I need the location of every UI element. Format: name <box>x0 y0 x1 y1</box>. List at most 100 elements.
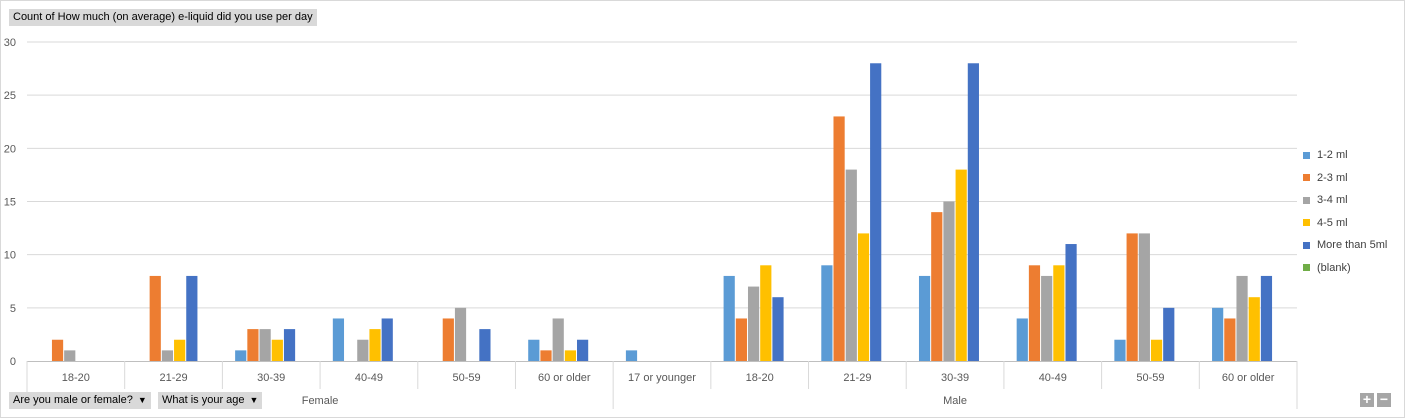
x-tick-label: 60 or older <box>538 372 591 384</box>
bar <box>528 339 540 361</box>
legend-label: 1-2 ml <box>1317 149 1348 162</box>
bar <box>772 297 784 361</box>
bar <box>760 265 772 361</box>
bar <box>247 329 259 361</box>
values-field-button[interactable]: Count of How much (on average) e-liquid … <box>9 9 317 26</box>
x-tick-label: 30-39 <box>941 372 969 384</box>
collapse-field-button[interactable]: − <box>1377 392 1391 407</box>
bar <box>723 275 735 361</box>
bar <box>369 329 381 361</box>
y-tick-label: 25 <box>4 90 16 102</box>
bar <box>552 318 564 361</box>
bar <box>625 350 638 361</box>
x-tick-label: 18-20 <box>746 372 774 384</box>
legend-label: 3-4 ml <box>1317 194 1348 207</box>
bar <box>271 339 283 361</box>
bar <box>454 307 467 361</box>
bar <box>1041 275 1053 361</box>
bar <box>442 318 454 361</box>
legend-swatch <box>1303 264 1310 272</box>
bar <box>479 329 491 361</box>
bar <box>1053 265 1065 361</box>
x-tick-label: 17 or younger <box>628 372 696 384</box>
bar <box>564 350 577 361</box>
bar <box>821 265 833 361</box>
x-tick-label: 21-29 <box>159 372 187 384</box>
legend-item: 2-3 ml <box>1303 167 1387 190</box>
legend-label: 4-5 ml <box>1317 216 1348 229</box>
bar <box>833 116 845 361</box>
y-tick-label: 30 <box>4 37 16 49</box>
bar <box>1236 275 1248 361</box>
legend-item: 1-2 ml <box>1303 144 1387 167</box>
bar <box>918 275 931 361</box>
bar <box>149 275 161 361</box>
bar <box>186 275 198 361</box>
x-tick-label: 18-20 <box>62 372 90 384</box>
group-label: Female <box>302 395 339 407</box>
age-filter-label: What is your age <box>162 394 245 406</box>
bar <box>943 201 955 361</box>
bar <box>1028 265 1041 361</box>
bar <box>1212 307 1224 361</box>
legend: 1-2 ml 2-3 ml 3-4 ml 4-5 ml More than 5ml (bl… <box>1303 144 1387 279</box>
legend-item: More than 5ml <box>1303 234 1387 257</box>
bar <box>845 169 857 361</box>
bar <box>381 318 393 361</box>
x-tick-label: 50-59 <box>453 372 481 384</box>
bar <box>1138 233 1150 361</box>
gender-filter-button[interactable]: Are you male or female? ▼ <box>9 392 151 409</box>
bar <box>332 318 345 361</box>
group-label: Male <box>943 395 967 407</box>
legend-swatch <box>1303 241 1310 249</box>
bar <box>259 329 271 361</box>
x-tick-label: 60 or older <box>1222 372 1275 384</box>
x-tick-label: 40-49 <box>1039 372 1067 384</box>
bar <box>540 350 552 361</box>
bar <box>1126 233 1138 361</box>
y-tick-label: 0 <box>10 356 16 368</box>
bar <box>735 318 747 361</box>
bar <box>857 233 870 361</box>
bar <box>161 350 174 361</box>
bar <box>1163 307 1175 361</box>
bar <box>955 169 967 361</box>
bar <box>1114 339 1126 361</box>
bar <box>747 286 760 361</box>
legend-label: More than 5ml <box>1317 239 1388 252</box>
x-tick-label: 21-29 <box>843 372 871 384</box>
legend-item: (blank) <box>1303 257 1387 280</box>
legend-item: 3-4 ml <box>1303 189 1387 212</box>
bar <box>64 350 76 361</box>
bar <box>1260 275 1273 361</box>
y-tick-label: 15 <box>4 197 16 209</box>
bar <box>1016 318 1028 361</box>
x-tick-label: 50-59 <box>1136 372 1164 384</box>
expand-field-button[interactable]: + <box>1360 392 1374 407</box>
age-filter-button[interactable]: What is your age ▼ <box>158 392 263 409</box>
chevron-down-icon: ▼ <box>249 395 259 405</box>
x-tick-label: 30-39 <box>257 372 285 384</box>
legend-item: 4-5 ml <box>1303 212 1387 235</box>
legend-swatch <box>1303 196 1310 204</box>
bar <box>51 339 64 361</box>
y-tick-label: 20 <box>4 143 16 155</box>
bar <box>357 339 369 361</box>
chevron-down-icon: ▼ <box>137 395 147 405</box>
bar <box>1224 318 1236 361</box>
legend-swatch <box>1303 151 1310 159</box>
bar <box>1248 297 1260 361</box>
bar <box>174 339 186 361</box>
bar <box>577 339 589 361</box>
bar <box>967 63 979 362</box>
legend-swatch <box>1303 174 1310 182</box>
y-tick-label: 10 <box>4 250 16 262</box>
bar <box>283 329 296 361</box>
legend-label: (blank) <box>1317 261 1351 274</box>
gender-filter-label: Are you male or female? <box>13 394 133 406</box>
bar <box>1150 339 1163 361</box>
bar <box>235 350 247 361</box>
legend-swatch <box>1303 219 1310 227</box>
x-tick-label: 40-49 <box>355 372 383 384</box>
